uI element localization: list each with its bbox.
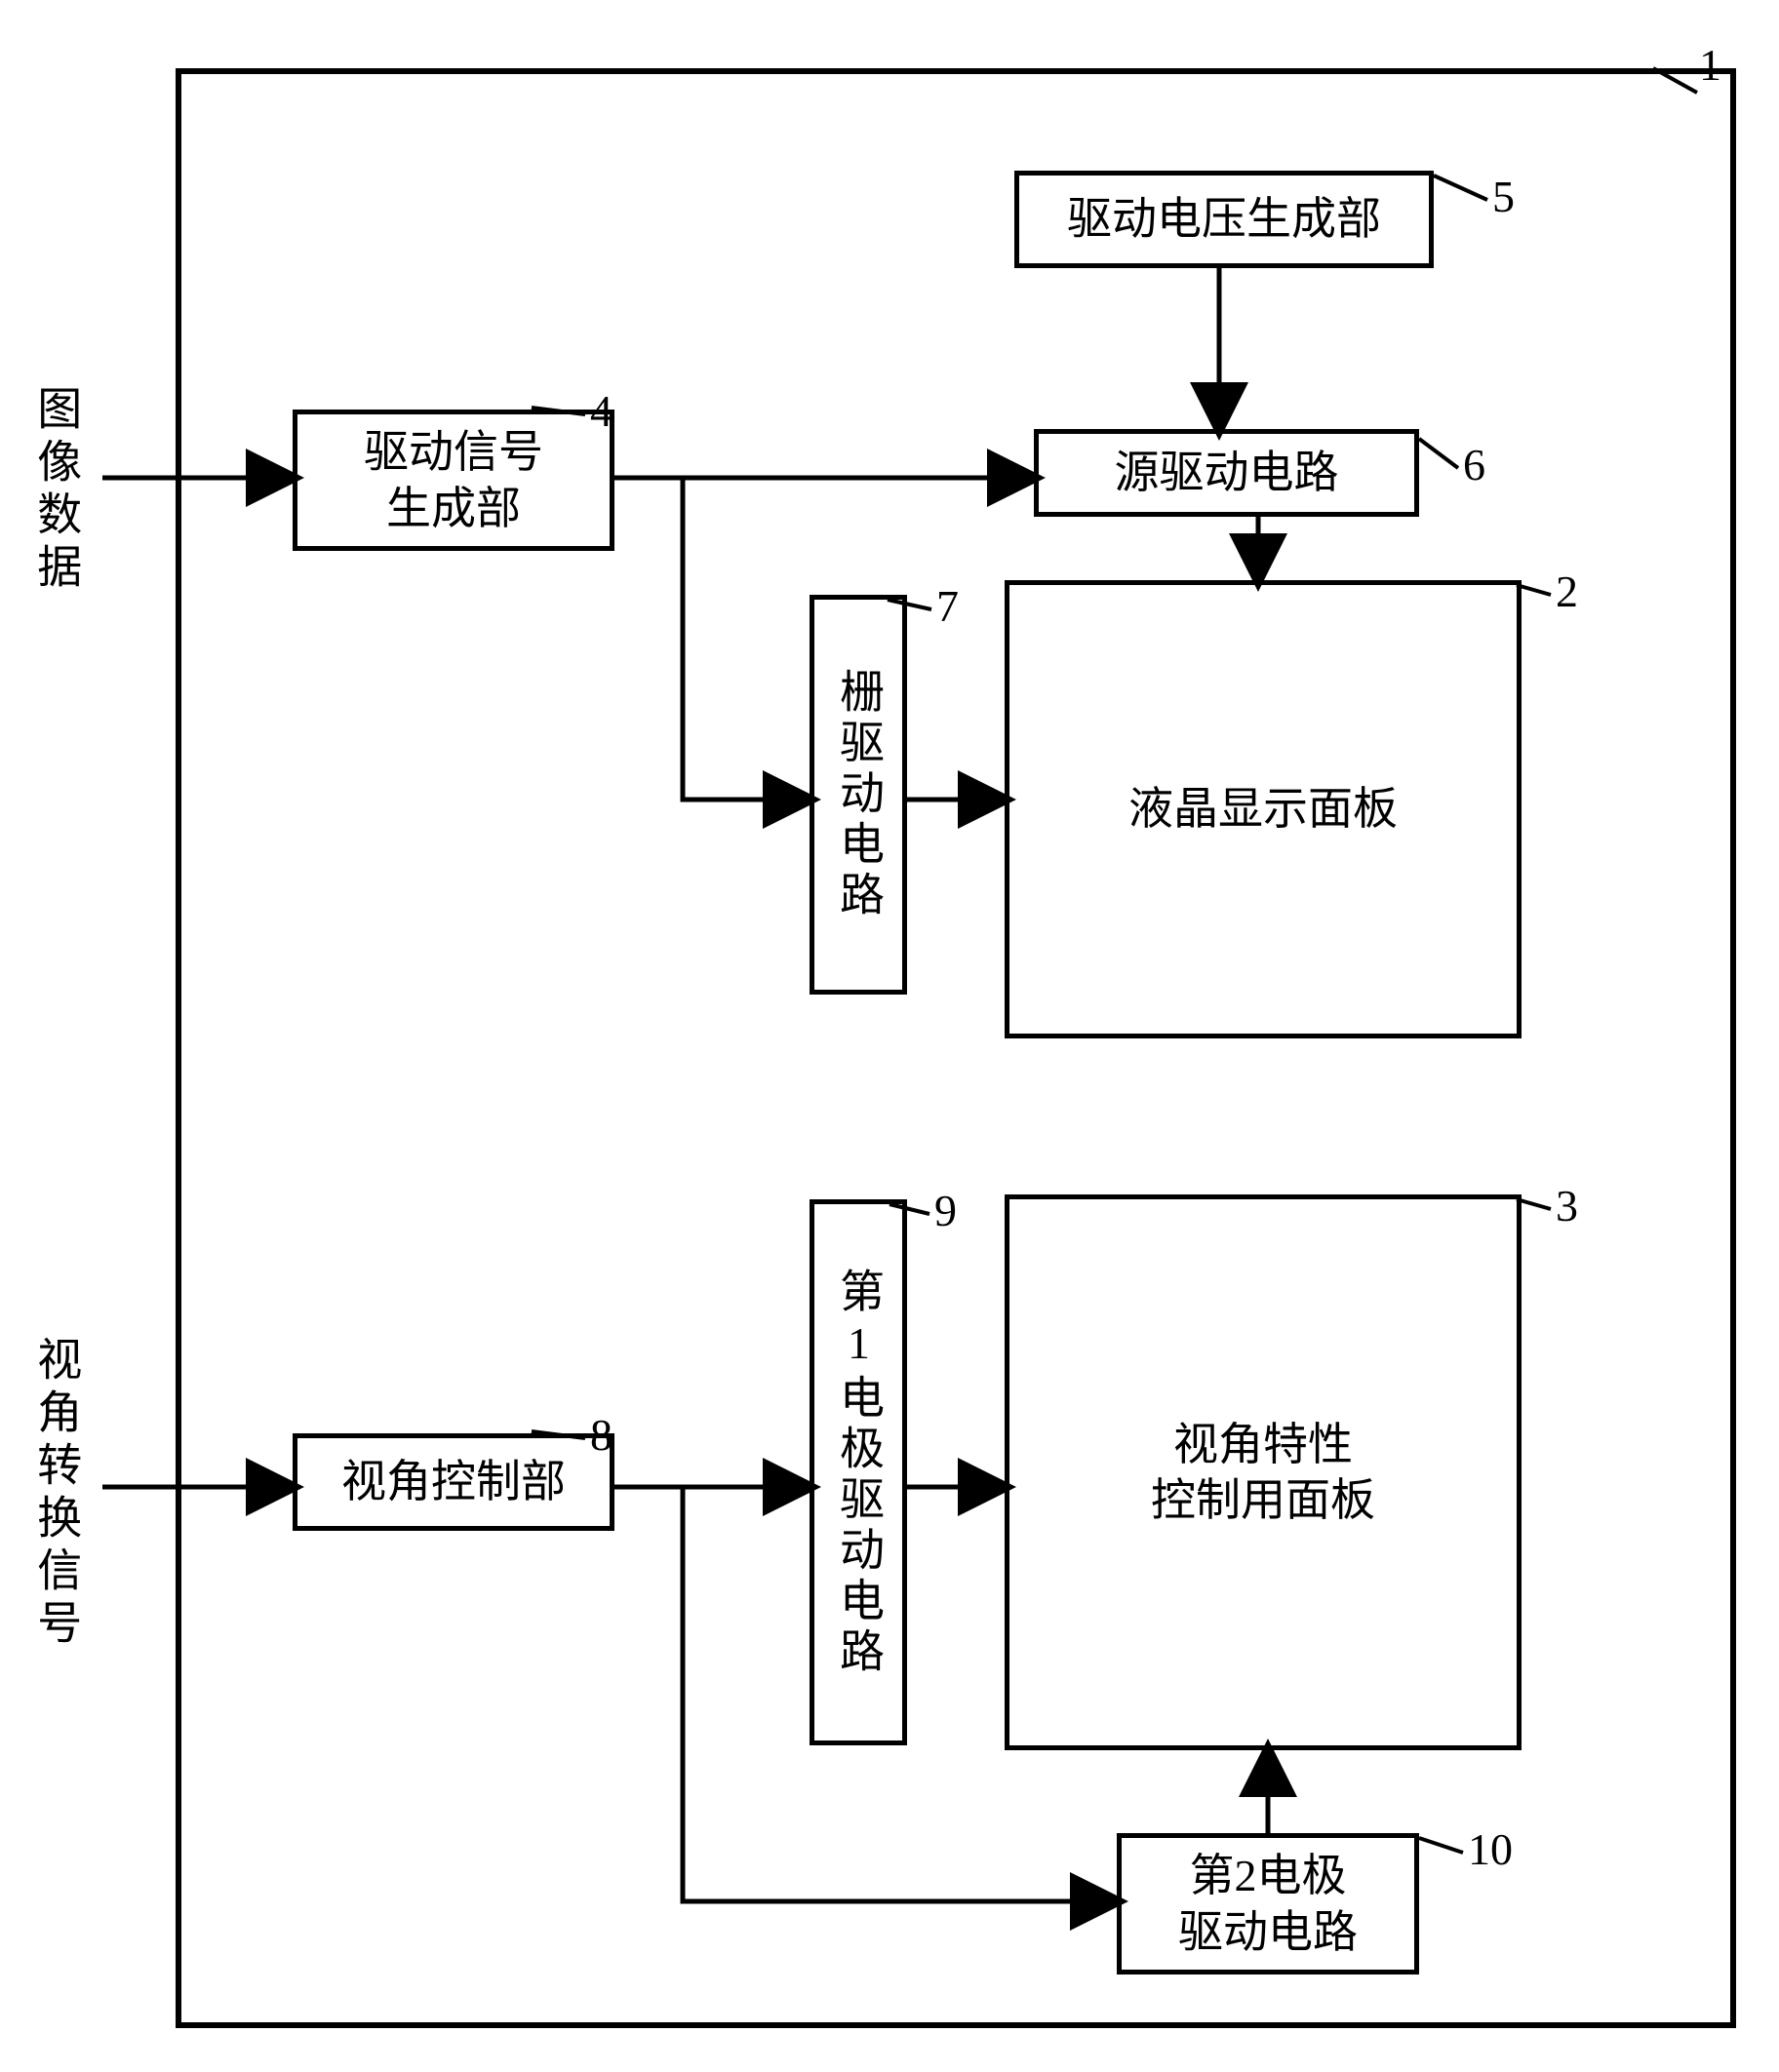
block-label: 驱动电压生成部 xyxy=(1067,191,1381,248)
diagram-canvas: 图像数据 视角转换信号 驱动电压生成部 驱动信号生成部 源驱动电路 栅驱动电路 … xyxy=(0,0,1779,2072)
block-label: 视角控制部 xyxy=(341,1454,566,1510)
block-source-driver: 源驱动电路 xyxy=(1034,429,1419,517)
ref-4: 4 xyxy=(590,385,613,437)
block-view-control: 视角控制部 xyxy=(293,1433,614,1531)
block-electrode1-driver: 第1电极驱动电路 xyxy=(810,1199,907,1745)
ref-5: 5 xyxy=(1492,171,1515,222)
label-image-data: 图像数据 xyxy=(29,385,83,596)
ref-7: 7 xyxy=(936,580,959,632)
block-label: 液晶显示面板 xyxy=(1128,781,1398,838)
ref-2: 2 xyxy=(1556,566,1578,617)
ref-10: 10 xyxy=(1468,1823,1513,1875)
block-gate-driver: 栅驱动电路 xyxy=(810,595,907,995)
block-electrode2-driver: 第2电极驱动电路 xyxy=(1117,1833,1419,1974)
ref-6: 6 xyxy=(1463,439,1485,490)
ref-3: 3 xyxy=(1556,1180,1578,1231)
block-view-panel: 视角特性控制用面板 xyxy=(1005,1194,1522,1750)
block-lcd-panel: 液晶显示面板 xyxy=(1005,580,1522,1038)
block-label: 驱动信号生成部 xyxy=(364,424,543,536)
block-label: 第2电极驱动电路 xyxy=(1178,1848,1358,1960)
block-label: 视角特性控制用面板 xyxy=(1151,1417,1375,1529)
ref-1: 1 xyxy=(1699,39,1721,91)
label-view-switch-signal: 视角转换信号 xyxy=(29,1336,83,1652)
block-label: 源驱动电路 xyxy=(1115,445,1339,501)
block-drive-voltage-gen: 驱动电压生成部 xyxy=(1014,171,1434,268)
block-drive-signal-gen: 驱动信号生成部 xyxy=(293,410,614,551)
ref-8: 8 xyxy=(590,1409,613,1461)
block-label: 第1电极驱动电路 xyxy=(826,1268,890,1678)
block-label: 栅驱动电路 xyxy=(826,668,890,921)
ref-9: 9 xyxy=(934,1185,957,1236)
